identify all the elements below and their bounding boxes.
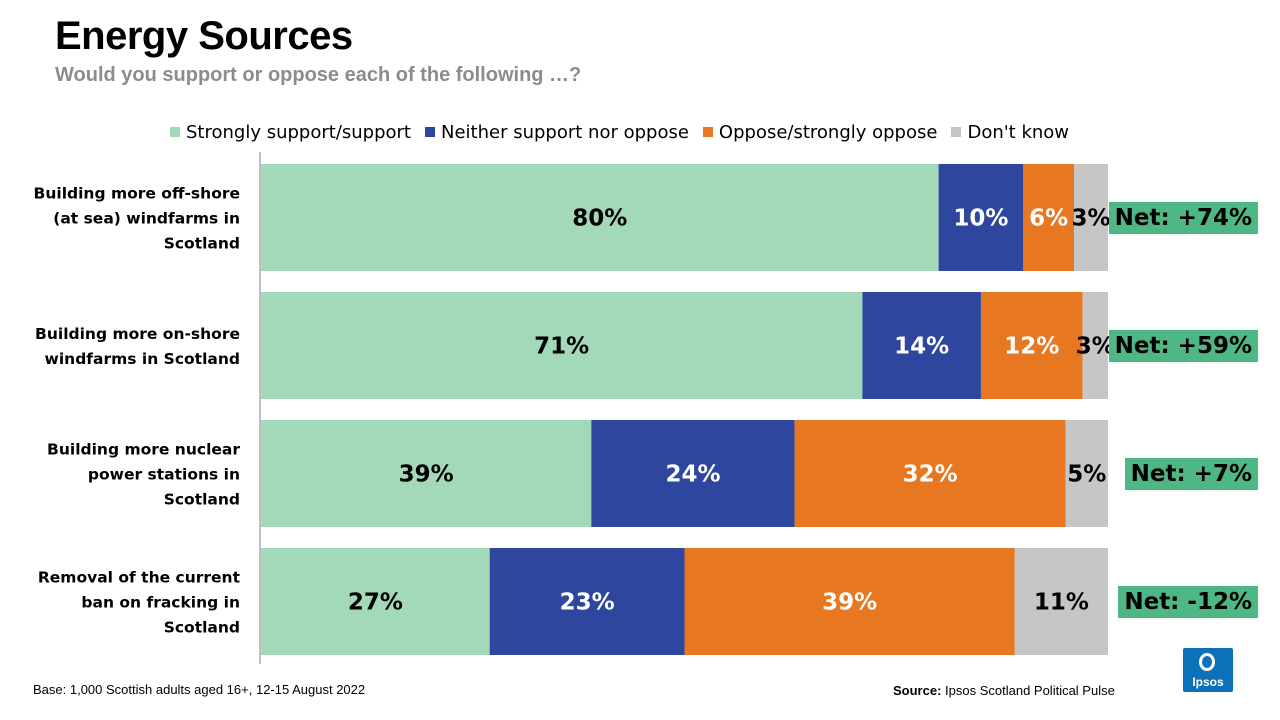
data-label: 39%	[822, 590, 877, 616]
category-label-line: power stations in	[88, 466, 240, 484]
category-label-line: Scotland	[164, 619, 240, 637]
bar-segment	[980, 292, 1083, 399]
net-score-badge: Net: +59%	[1108, 329, 1258, 362]
bar-segment	[794, 420, 1066, 527]
data-label: 24%	[665, 462, 720, 488]
bar-segment	[261, 420, 592, 527]
bar-segment	[938, 164, 1024, 271]
category-label: Building more on-shore windfarms in Scotl…	[35, 325, 240, 368]
data-label: 14%	[894, 334, 949, 360]
data-label: 3%	[1072, 206, 1111, 232]
ipsos-logo-text: Ipsos	[1192, 675, 1224, 689]
bar-segment	[261, 548, 490, 655]
legend-label-support: Strongly support/support	[186, 121, 411, 143]
data-label: 80%	[572, 206, 627, 232]
data-label: 12%	[1004, 334, 1059, 360]
category-label-line: Scotland	[164, 235, 240, 253]
category-label-line: Scotland	[164, 491, 240, 509]
data-label: 5%	[1067, 462, 1106, 488]
category-label-line: ban on fracking in	[81, 594, 240, 612]
category-label-line: windfarms in Scotland	[45, 350, 240, 368]
bar-segment	[1074, 164, 1108, 271]
net-score-badge: Net: -12%	[1118, 585, 1258, 618]
bar-segment	[1065, 420, 1108, 527]
data-label: 6%	[1029, 206, 1068, 232]
bar-segment	[1023, 164, 1075, 271]
legend-label-oppose: Oppose/strongly oppose	[718, 121, 938, 143]
bar-segment	[591, 420, 795, 527]
data-label: 32%	[903, 462, 958, 488]
legend-swatch-support	[170, 127, 180, 137]
bar-segment	[684, 548, 1015, 655]
bar-segment	[261, 164, 939, 271]
bar-segment	[261, 292, 863, 399]
category-label-line: Building more off-shore	[34, 185, 240, 203]
category-label-line: (at sea) windfarms in	[53, 210, 240, 228]
legend-item-support: Strongly support/support	[170, 122, 411, 143]
legend-swatch-neither	[425, 127, 435, 137]
ipsos-logo-mark-icon	[1199, 653, 1215, 671]
legend-label-neither: Neither support nor oppose	[441, 121, 689, 143]
legend-swatch-oppose	[702, 127, 713, 137]
data-label: 23%	[560, 590, 615, 616]
data-label: 3%	[1076, 334, 1115, 360]
category-label-line: Building more nuclear	[47, 441, 240, 459]
legend-item-oppose: Oppose/strongly oppose	[702, 121, 938, 143]
legend-item-dont-know: Don't know	[951, 122, 1069, 143]
category-label-line: Removal of the current	[38, 569, 241, 587]
bar-segment	[1082, 292, 1108, 399]
page-subtitle: Would you support or oppose each of the …	[55, 64, 582, 86]
net-score-badge: Net: +74%	[1108, 201, 1258, 234]
legend-label-dont-know: Don't know	[967, 121, 1070, 143]
page-title: Energy Sources	[55, 14, 353, 58]
chart-legend: Strongly support/support Neither support…	[170, 120, 1069, 144]
category-label: Building more off-shore (at sea) windfarm…	[34, 185, 240, 253]
bar-segment	[1014, 548, 1108, 655]
source-label: Source:	[893, 683, 942, 698]
data-label: 10%	[953, 206, 1008, 232]
data-label: 71%	[534, 334, 589, 360]
source-note: Source: Ipsos Scotland Political Pulse	[893, 683, 1115, 698]
base-footnote: Base: 1,000 Scottish adults aged 16+, 12…	[33, 682, 366, 697]
data-label: 11%	[1034, 590, 1089, 616]
bar-segment	[489, 548, 685, 655]
legend-item-neither: Neither support nor oppose	[425, 122, 689, 143]
legend-swatch-dont-know	[951, 127, 962, 137]
data-label: 39%	[399, 462, 454, 488]
bar-segment	[862, 292, 981, 399]
source-text: Ipsos Scotland Political Pulse	[941, 683, 1115, 698]
category-label-line: Building more on-shore	[35, 325, 240, 343]
ipsos-logo: Ipsos	[1183, 648, 1233, 692]
category-label: Building more nuclear power stations in Sc…	[47, 441, 240, 509]
data-label: 27%	[348, 590, 403, 616]
net-score-badge: Net: +7%	[1124, 457, 1258, 490]
category-label: Removal of the current ban on fracking in…	[38, 569, 241, 637]
